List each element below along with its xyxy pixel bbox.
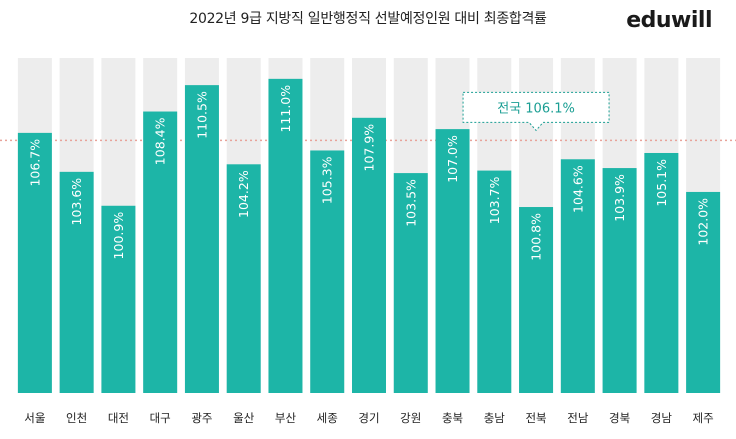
callout-box bbox=[462, 91, 610, 132]
bar bbox=[59, 171, 94, 393]
category-label: 서울 bbox=[24, 411, 45, 425]
bar-value-label: 102.0% bbox=[696, 198, 711, 246]
bar-value-label: 103.9% bbox=[612, 174, 627, 222]
bar bbox=[268, 78, 303, 393]
category-label: 대구 bbox=[150, 411, 171, 425]
bar bbox=[644, 152, 679, 393]
bar-value-label: 106.7% bbox=[27, 139, 42, 187]
bar bbox=[226, 164, 261, 393]
bar bbox=[393, 173, 428, 393]
bar-value-label: 100.9% bbox=[111, 212, 126, 260]
bar bbox=[310, 150, 345, 393]
bar bbox=[184, 85, 219, 393]
bar-value-label: 103.6% bbox=[69, 178, 84, 226]
bar bbox=[435, 129, 470, 393]
category-labels: 서울 인천 대전 대구 광주 울산 부산 세종 경기 강원 충북 충남 전북 전남 경북 경남 제주 bbox=[24, 411, 713, 425]
bar bbox=[352, 117, 386, 393]
bar-value-label: 104.2% bbox=[236, 170, 251, 218]
bar bbox=[143, 111, 178, 393]
bars bbox=[17, 78, 721, 393]
category-label: 경기 bbox=[358, 411, 379, 425]
category-label: 부산 bbox=[275, 411, 297, 425]
bar-value-label: 107.0% bbox=[445, 135, 460, 183]
bar-value-label: 104.6% bbox=[570, 165, 585, 213]
category-label: 인천 bbox=[66, 411, 87, 425]
category-label: 경남 bbox=[651, 411, 673, 425]
bar bbox=[602, 168, 637, 393]
category-label: 광주 bbox=[191, 411, 212, 425]
bar-value-label: 105.3% bbox=[320, 156, 335, 204]
category-label: 제주 bbox=[693, 411, 714, 425]
bar bbox=[560, 159, 595, 393]
eduwill-logo: eduwill bbox=[626, 8, 712, 33]
category-label: 전북 bbox=[525, 411, 546, 425]
bar bbox=[477, 170, 512, 393]
category-label: 경북 bbox=[609, 411, 630, 425]
bar-value-labels: 106.7% 103.6% 100.9% 108.4% 110.5% 104.2% 111.… bbox=[27, 85, 710, 261]
category-label: 울산 bbox=[233, 411, 255, 425]
bar-value-label: 103.7% bbox=[487, 176, 502, 224]
bar bbox=[519, 207, 554, 393]
bar-value-label: 100.8% bbox=[529, 213, 544, 261]
category-label: 전남 bbox=[567, 411, 589, 425]
callout-label: 전국 106.1% bbox=[497, 101, 575, 116]
bar-value-label: 108.4% bbox=[153, 117, 168, 165]
national-average-callout: 전국 106.1% bbox=[462, 91, 610, 132]
bar-value-label: 111.0% bbox=[278, 85, 293, 133]
category-label: 세종 bbox=[317, 411, 338, 425]
bar bbox=[686, 191, 721, 393]
bar bbox=[101, 205, 136, 393]
bar-value-label: 103.5% bbox=[403, 179, 418, 227]
category-label: 대전 bbox=[108, 411, 129, 425]
category-label: 충남 bbox=[484, 411, 506, 425]
bar-value-label: 110.5% bbox=[194, 91, 209, 139]
chart-title: 2022년 9급 지방직 일반행정직 선발예정인원 대비 최종합격률 bbox=[189, 11, 547, 27]
bar bbox=[17, 132, 52, 393]
category-label: 강원 bbox=[400, 411, 421, 425]
bar-value-label: 107.9% bbox=[362, 124, 377, 172]
bar-value-label: 105.1% bbox=[654, 159, 669, 207]
category-label: 충북 bbox=[442, 411, 463, 425]
